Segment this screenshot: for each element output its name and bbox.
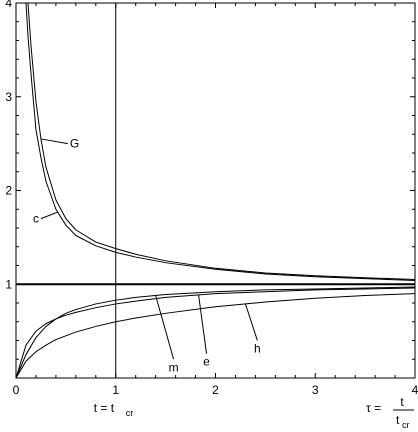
plot-frame xyxy=(15,2,416,379)
curve-label-m: m xyxy=(169,360,179,374)
leader-line-h xyxy=(244,303,258,341)
tau-denominator: t xyxy=(396,413,400,427)
curve-label-layer: Gc m e h xyxy=(33,137,261,375)
curve-label-h: h xyxy=(254,342,261,356)
x-tick-label-0: 0 xyxy=(13,383,20,397)
tau-numerator: t xyxy=(400,395,404,409)
series-line-G xyxy=(27,2,416,281)
y-tick-label-4: 4 xyxy=(5,0,12,10)
axes-layer: 0 1 2 3 4 1 2 3 4 xyxy=(5,0,418,397)
x-tick-label-3: 3 xyxy=(312,383,319,397)
leader-line-m xyxy=(155,295,175,360)
annotation-layer: t = t cr τ = tt cr xyxy=(94,395,414,430)
series-line-m xyxy=(15,286,416,379)
x-tick-label-2: 2 xyxy=(212,383,219,397)
series-line-h xyxy=(15,293,416,379)
series-line-e xyxy=(15,287,416,379)
y-tick-label-2: 2 xyxy=(5,184,12,198)
t-equals-subscript: cr xyxy=(126,408,134,418)
t-equals-text: t = t xyxy=(94,401,115,415)
leader-line-e xyxy=(198,294,208,354)
tau-denominator-subscript: cr xyxy=(402,420,410,430)
curve-label-G: G xyxy=(70,137,79,151)
y-tick-label-3: 3 xyxy=(5,90,12,104)
curve-label-e: e xyxy=(203,355,210,369)
tau-definition: τ = tt cr xyxy=(366,395,414,430)
reference-lines xyxy=(16,3,415,378)
tau-lhs: τ = xyxy=(366,401,381,415)
leader-line-G xyxy=(40,138,68,145)
series-line-c xyxy=(25,2,416,281)
x-tick-label-4: 4 xyxy=(412,383,418,397)
leader-line-c xyxy=(40,211,59,220)
x-tick-label-1: 1 xyxy=(112,383,119,397)
curve-label-c: c xyxy=(33,212,39,226)
y-tick-label-1: 1 xyxy=(5,277,12,291)
series-layer xyxy=(15,2,416,379)
t-equals-tcr: t = t cr xyxy=(94,401,134,418)
